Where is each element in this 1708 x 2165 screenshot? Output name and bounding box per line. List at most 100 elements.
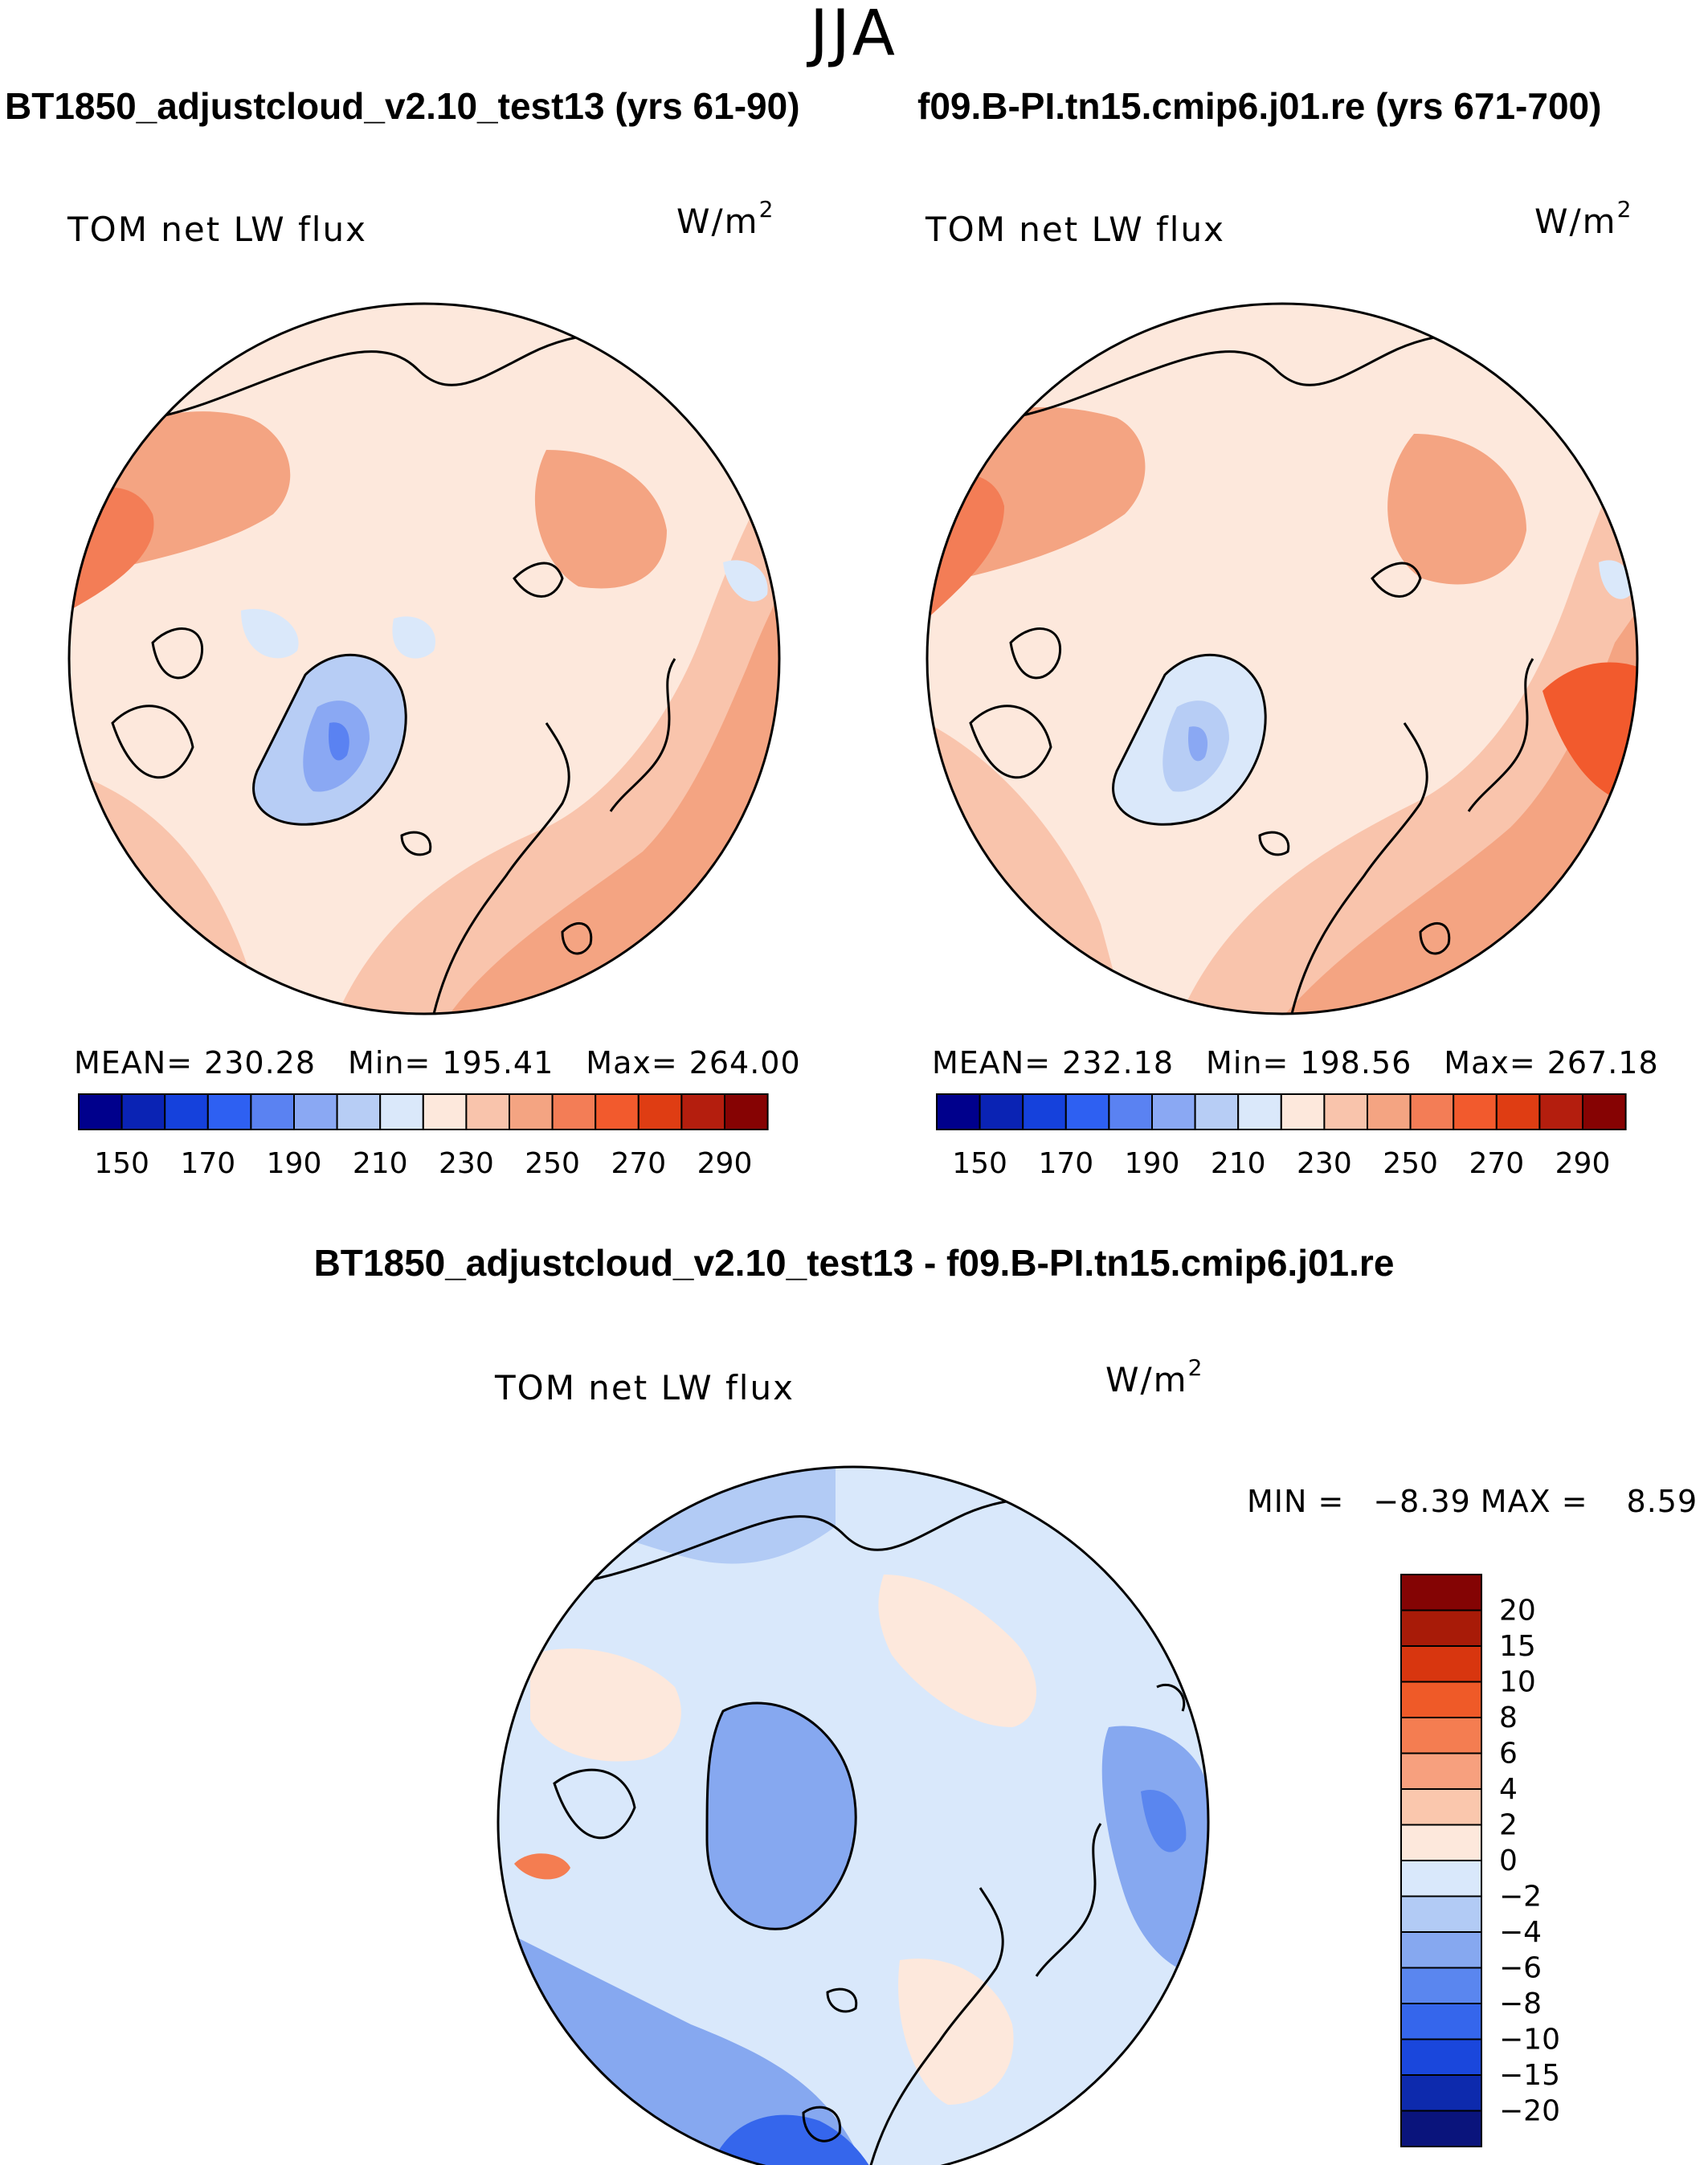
- left-units-exp: 2: [759, 196, 775, 223]
- right-coast-baffin: [1009, 627, 1061, 680]
- left-panel: TOM net LW flux W/m2: [67, 196, 800, 1180]
- right-colorbar-tick: 210: [1211, 1147, 1266, 1180]
- right-colorbar-box: [1108, 1093, 1154, 1130]
- left-colorbar-box: [680, 1093, 726, 1130]
- left-colorbar-box: [637, 1093, 683, 1130]
- left-colorbar-box: [724, 1093, 769, 1130]
- diff-max-label: MAX =: [1481, 1484, 1588, 1519]
- diff-map-border: [496, 1465, 1210, 2165]
- diff-coast-scandinavia: [866, 1887, 1004, 2165]
- right-colorbar-box: [1064, 1093, 1110, 1130]
- left-field-ne-patch: [723, 560, 768, 602]
- left-coast-britain: [561, 921, 593, 955]
- left-colorbar-box: [551, 1093, 597, 1130]
- diff-min-label: MIN =: [1247, 1484, 1344, 1519]
- diff-coast-europe: [1035, 1823, 1102, 1977]
- left-units: W/m2: [676, 196, 774, 241]
- diff-max-value: 8.59: [1627, 1484, 1698, 1519]
- diff-colorbar-tick: 10: [1499, 1666, 1536, 1699]
- left-colorbar-box: [336, 1093, 382, 1130]
- left-coast-baffin: [151, 627, 203, 680]
- diff-variable-label: TOM net LW flux: [494, 1368, 795, 1407]
- diff-colorbar-box: [1400, 1609, 1482, 1647]
- left-mean-label: MEAN=: [74, 1045, 193, 1080]
- left-field-greenland-peak: [329, 722, 349, 761]
- right-colorbar-tick: 270: [1469, 1147, 1524, 1180]
- diff-field-east-core: [1141, 1790, 1187, 1853]
- right-max-label: Max=: [1444, 1045, 1535, 1080]
- right-colorbar-box: [1323, 1093, 1369, 1130]
- right-colorbar-tick: 190: [1125, 1147, 1180, 1180]
- diff-stats: MIN = −8.39 MAX = 8.59: [1247, 1484, 1698, 1519]
- left-colorbar-box: [164, 1093, 209, 1130]
- diff-min-value: −8.39: [1373, 1484, 1470, 1519]
- left-colorbar: 150 170 190 210 230 250 270 290: [78, 1093, 769, 1180]
- left-coast-iceland: [400, 831, 432, 856]
- left-colorbar-box: [121, 1093, 166, 1130]
- right-colorbar-box: [1367, 1093, 1412, 1130]
- diff-units-base: W/m: [1105, 1360, 1188, 1399]
- diff-map: [498, 1467, 1208, 2165]
- diff-colorbar-box: [1400, 1574, 1482, 1611]
- right-coast-scandinavia: [1290, 722, 1428, 1014]
- right-colorbar-box: [1409, 1093, 1455, 1130]
- diff-colorbar-tick: 15: [1499, 1630, 1536, 1663]
- right-mean-value: 232.18: [1062, 1045, 1174, 1080]
- diff-colorbar-tick: 20: [1499, 1595, 1536, 1628]
- diff-colorbar-box: [1400, 1967, 1482, 2004]
- right-colorbar-box: [1495, 1093, 1541, 1130]
- right-coast-greenland: [1112, 653, 1267, 826]
- diff-colorbar-tick: −4: [1499, 1916, 1542, 1949]
- right-colorbar-box: [1538, 1093, 1584, 1130]
- left-variable-label: TOM net LW flux: [67, 210, 367, 249]
- diff-colorbar-tick: −10: [1499, 2024, 1560, 2057]
- diff-field-alaska-pos: [514, 1853, 570, 1880]
- right-colorbar-tick: 170: [1038, 1147, 1093, 1180]
- left-min-label: Min=: [348, 1045, 431, 1080]
- right-colorbar: 150 170 190 210 230 250 270 290: [936, 1093, 1627, 1180]
- difference-panel: TOM net LW flux W/m2 MIN: [494, 1354, 1698, 2165]
- right-min-label: Min=: [1206, 1045, 1289, 1080]
- left-field-basin: [392, 616, 435, 659]
- right-coastlines: [927, 320, 1534, 1014]
- left-colorbar-box: [250, 1093, 295, 1130]
- right-map-border: [926, 302, 1639, 1015]
- diff-field-greenland: [707, 1703, 856, 1930]
- diff-field-east: [1101, 1726, 1208, 1976]
- right-mean-label: MEAN=: [932, 1045, 1051, 1080]
- diff-colorbar-tick: −6: [1499, 1952, 1542, 1985]
- diff-colorbar-tick: 8: [1499, 1701, 1518, 1734]
- right-min-value: 198.56: [1300, 1045, 1412, 1080]
- diff-colorbar-box: [1400, 1717, 1482, 1754]
- diff-coast-east: [1156, 1683, 1186, 1712]
- right-coast-hudson: [969, 705, 1052, 779]
- right-field-greenland-peak: [1188, 726, 1208, 762]
- right-field-ne-patch: [1599, 560, 1632, 599]
- diff-field-canada-pos: [530, 1648, 681, 1762]
- left-min-value: 195.41: [442, 1045, 554, 1080]
- left-map-border: [67, 302, 781, 1015]
- diff-coast-greenland: [705, 1701, 857, 1930]
- right-max-value: 267.18: [1547, 1045, 1659, 1080]
- right-coast-north: [927, 320, 1502, 423]
- right-panel-title: f09.B-PI.tn15.cmip6.j01.re (yrs 671-700): [917, 85, 1601, 127]
- left-colorbar-box: [595, 1093, 639, 1130]
- right-coast-island: [1371, 562, 1422, 598]
- diff-colorbar-box: [1400, 2074, 1482, 2112]
- right-field-east: [1543, 662, 1637, 803]
- left-colorbar-tick: 170: [180, 1147, 235, 1180]
- diff-colorbar-box: [1400, 1824, 1482, 1861]
- difference-title: BT1850_adjustcloud_v2.10_test13 - f09.B-…: [314, 1242, 1395, 1284]
- left-colorbar-box: [379, 1093, 424, 1130]
- diff-colorbar-tick: 0: [1499, 1844, 1518, 1877]
- left-colorbar-tick: 250: [525, 1147, 580, 1180]
- right-colorbar-box: [1453, 1093, 1498, 1130]
- diff-colorbar-box: [1400, 1681, 1482, 1718]
- diff-colorbar-box: [1400, 2110, 1482, 2147]
- left-colorbar-tick: 230: [439, 1147, 494, 1180]
- left-field-canada: [241, 609, 299, 659]
- left-coastlines: [69, 320, 676, 1014]
- left-colorbar-tick: 270: [611, 1147, 666, 1180]
- right-coast-iceland: [1258, 831, 1290, 856]
